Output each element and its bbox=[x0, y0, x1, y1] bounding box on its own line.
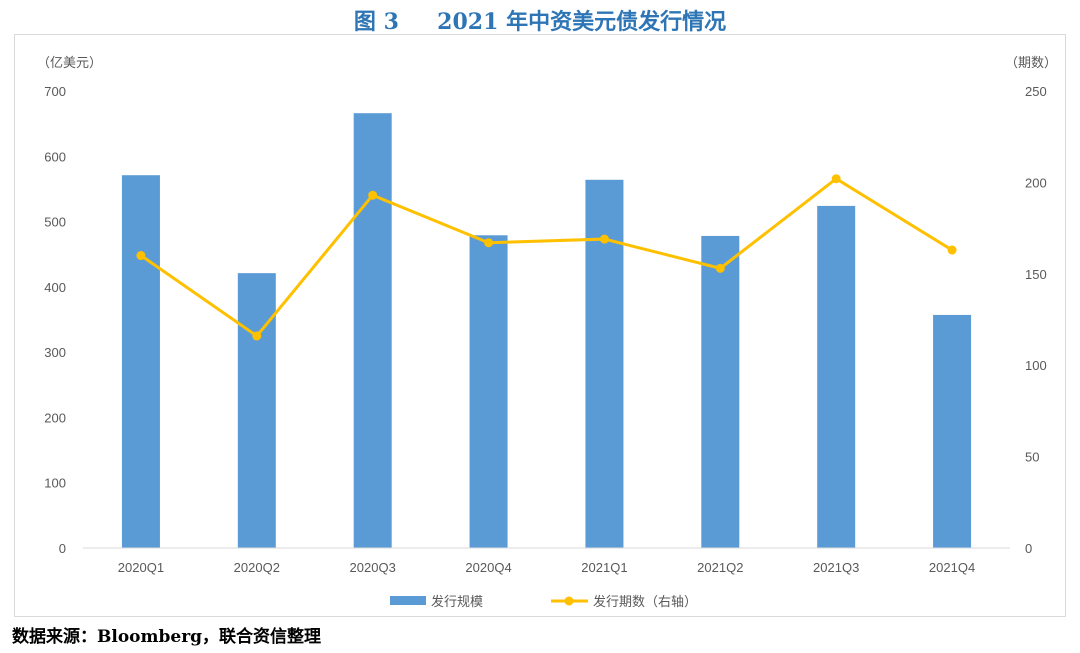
left-tick-label: 300 bbox=[44, 345, 66, 360]
left-axis-label: （亿美元） bbox=[37, 55, 102, 70]
right-axis-label: （期数） bbox=[1005, 55, 1057, 70]
line-point-2021Q3 bbox=[831, 174, 841, 184]
left-tick-label: 200 bbox=[44, 410, 66, 425]
chart-frame bbox=[14, 34, 1066, 617]
bar-2020Q3 bbox=[353, 113, 392, 548]
right-tick-label: 250 bbox=[1025, 84, 1047, 99]
x-tick-label: 2020Q4 bbox=[465, 560, 511, 575]
right-tick-label: 50 bbox=[1025, 450, 1039, 465]
legend-bar-swatch bbox=[390, 596, 426, 605]
x-tick-label: 2021Q1 bbox=[581, 560, 627, 575]
left-tick-label: 0 bbox=[59, 541, 66, 556]
line-point-2020Q4 bbox=[484, 238, 494, 248]
legend-line-marker bbox=[564, 596, 574, 606]
x-tick-label: 2020Q2 bbox=[234, 560, 280, 575]
line-point-2020Q2 bbox=[252, 331, 262, 341]
bar-2020Q1 bbox=[121, 175, 160, 548]
chart-title: 图 3 2021 年中资美元债发行情况 bbox=[353, 9, 727, 35]
bar-2021Q2 bbox=[701, 235, 740, 549]
legend-bar-label: 发行规模 bbox=[431, 594, 483, 609]
line-point-2020Q1 bbox=[136, 251, 146, 261]
legend: 发行规模 发行期数（右轴） bbox=[390, 594, 697, 609]
left-tick-label: 100 bbox=[44, 476, 66, 491]
bar-2021Q4 bbox=[933, 314, 972, 548]
x-tick-label: 2021Q4 bbox=[929, 560, 975, 575]
left-tick-label: 500 bbox=[44, 215, 66, 230]
x-tick-label: 2020Q1 bbox=[118, 560, 164, 575]
line-point-2021Q4 bbox=[947, 245, 957, 255]
left-tick-label: 600 bbox=[44, 149, 66, 164]
right-tick-label: 0 bbox=[1025, 541, 1032, 556]
right-tick-label: 200 bbox=[1025, 175, 1047, 190]
left-tick-label: 400 bbox=[44, 280, 66, 295]
source-note: 数据来源：Bloomberg，联合资信整理 bbox=[12, 627, 322, 647]
bar-2020Q4 bbox=[469, 235, 508, 548]
left-tick-label: 700 bbox=[44, 84, 66, 99]
legend-line-label: 发行期数（右轴） bbox=[593, 594, 697, 609]
right-tick-label: 100 bbox=[1025, 358, 1047, 373]
line-point-2020Q3 bbox=[368, 190, 378, 200]
line-point-2021Q2 bbox=[715, 263, 725, 273]
x-tick-label: 2021Q3 bbox=[813, 560, 859, 575]
bar-2020Q2 bbox=[237, 273, 276, 548]
x-tick-label: 2021Q2 bbox=[697, 560, 743, 575]
bar-2021Q3 bbox=[817, 205, 856, 548]
right-tick-label: 150 bbox=[1025, 267, 1047, 282]
line-series bbox=[140, 176, 953, 338]
line-point-2021Q1 bbox=[599, 234, 609, 244]
x-tick-label: 2020Q3 bbox=[350, 560, 396, 575]
